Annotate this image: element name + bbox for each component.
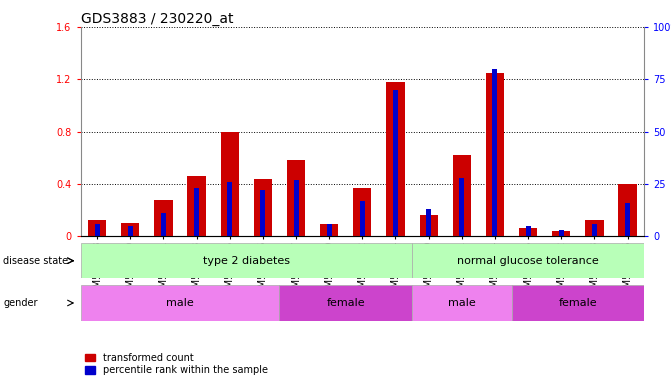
Bar — [293, 180, 299, 236]
Bar — [460, 177, 464, 236]
Bar — [360, 200, 365, 236]
Bar — [221, 131, 239, 236]
Bar — [585, 220, 603, 236]
Text: type 2 diabetes: type 2 diabetes — [203, 256, 290, 266]
Bar — [419, 215, 437, 236]
Text: normal glucose tolerance: normal glucose tolerance — [457, 256, 599, 266]
Bar — [592, 223, 597, 236]
Text: female: female — [327, 298, 365, 308]
Bar — [426, 209, 431, 236]
Bar — [453, 155, 471, 236]
Bar — [559, 230, 564, 236]
Bar — [353, 188, 372, 236]
Bar — [254, 179, 272, 236]
Text: gender: gender — [3, 298, 38, 308]
Bar — [625, 203, 630, 236]
Bar — [320, 224, 338, 236]
Bar — [412, 285, 511, 321]
Bar — [121, 223, 140, 236]
Bar — [187, 176, 206, 236]
Bar — [227, 182, 232, 236]
Text: female: female — [558, 298, 597, 308]
Bar — [519, 228, 537, 236]
Bar — [127, 226, 133, 236]
Bar — [386, 82, 405, 236]
Bar — [619, 184, 637, 236]
Bar — [154, 200, 172, 236]
Bar — [287, 160, 305, 236]
Bar — [194, 188, 199, 236]
Text: GDS3883 / 230220_at: GDS3883 / 230220_at — [81, 12, 233, 26]
Bar — [81, 285, 279, 321]
Bar — [493, 69, 497, 236]
Bar — [327, 223, 331, 236]
Bar — [279, 285, 412, 321]
Bar — [412, 243, 644, 278]
Bar — [486, 73, 504, 236]
Bar — [95, 223, 99, 236]
Text: male: male — [448, 298, 476, 308]
Text: disease state: disease state — [3, 256, 68, 266]
Bar — [260, 190, 265, 236]
Bar — [161, 213, 166, 236]
Bar — [393, 90, 398, 236]
Legend: transformed count, percentile rank within the sample: transformed count, percentile rank withi… — [85, 353, 268, 375]
Bar — [552, 231, 570, 236]
Bar — [511, 285, 644, 321]
Bar — [88, 220, 106, 236]
Bar — [81, 243, 412, 278]
Text: male: male — [166, 298, 194, 308]
Bar — [525, 226, 531, 236]
